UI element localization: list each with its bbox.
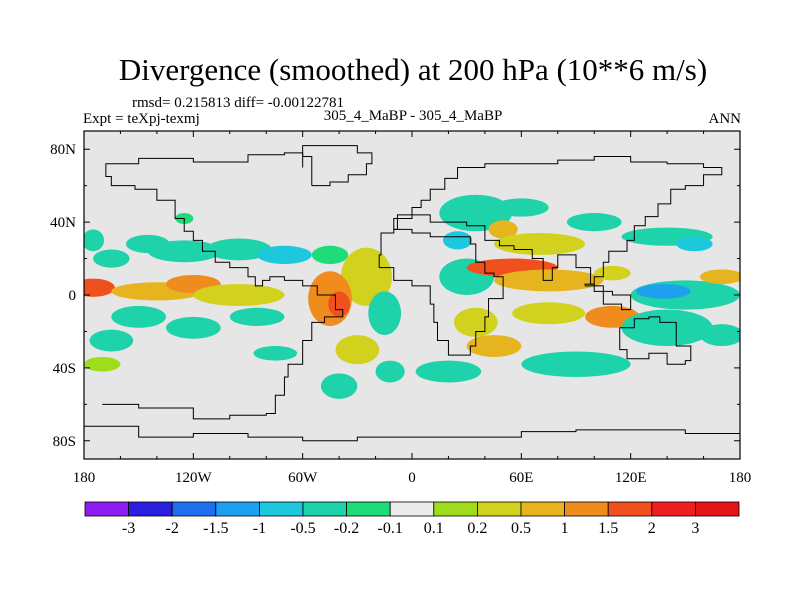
coastline-4 (619, 316, 692, 365)
coastlines (84, 145, 740, 442)
colorbar-label-10: 1 (561, 520, 569, 537)
colorbar-swatch-14 (695, 501, 740, 517)
divergence-region-4 (93, 249, 130, 268)
colorbar-label-1: -2 (166, 520, 179, 537)
x-tick-label-6: 180 (729, 470, 752, 486)
divergence-region-32 (493, 198, 549, 217)
x-tick-label-2: 60W (288, 470, 318, 486)
divergence-region-45 (415, 360, 482, 383)
colorbar-swatch-11 (564, 501, 609, 517)
colorbar-label-2: -1.5 (203, 520, 228, 537)
colorbar-label-7: 0.1 (424, 520, 444, 537)
colorbar-label-9: 0.5 (511, 520, 531, 537)
coastline-5 (302, 145, 373, 187)
divergence-region-40 (453, 307, 498, 337)
divergence-region-47 (466, 335, 522, 357)
y-tick-label-2: 0 (69, 288, 77, 304)
colorbar-label-11: 1.5 (598, 520, 618, 537)
colorbar-swatch-5 (302, 501, 347, 517)
coastline-2 (378, 228, 504, 356)
colorbar-label-6: -0.1 (378, 520, 403, 537)
divergence-region-15 (89, 329, 134, 352)
coastline-0 (102, 152, 344, 420)
divergence-region-16 (253, 346, 298, 361)
divergence-region-22 (335, 335, 380, 365)
colorbar-label-4: -0.5 (290, 520, 315, 537)
colorbar-label-3: -1 (253, 520, 266, 537)
chart-title: Divergence (smoothed) at 200 hPa (10**6 … (119, 52, 707, 87)
divergence-region-14 (229, 307, 285, 326)
experiment-label: Expt = teXpj-texmj (83, 111, 200, 127)
colorbar-swatch-1 (128, 501, 173, 517)
divergence-region-37 (636, 284, 691, 299)
divergence-region-39 (594, 265, 631, 281)
y-tick-label-3: 40S (53, 361, 76, 377)
contour-fills (84, 194, 740, 399)
divergence-region-27 (442, 231, 473, 250)
divergence-region-13 (166, 316, 221, 339)
colorbar-label-5: -0.2 (334, 520, 359, 537)
divergence-region-11 (84, 229, 105, 252)
divergence-region-35 (676, 236, 713, 252)
colorbar-swatch-4 (258, 501, 304, 517)
y-tick-label-0: 80N (50, 142, 76, 158)
x-tick-label-0: 180 (73, 470, 96, 486)
divergence-region-20 (328, 291, 351, 317)
x-tick-label-5: 120E (615, 470, 647, 486)
x-tick-label-4: 60E (509, 470, 533, 486)
y-tick-label-1: 40N (50, 215, 76, 231)
divergence-region-3 (193, 284, 285, 306)
colorbar-swatch-7 (389, 501, 435, 517)
case-label: 305_4_MaBP - 305_4_MaBP (324, 108, 503, 124)
coastline-1 (84, 425, 740, 442)
stats-label: rmsd= 0.215813 diff= -0.00122781 (132, 95, 344, 111)
divergence-region-7 (206, 238, 272, 261)
colorbar-swatch-13 (651, 501, 696, 517)
colorbar-label-12: 2 (648, 520, 656, 537)
divergence-region-9 (311, 245, 349, 265)
colorbar-label-8: 0.2 (467, 520, 487, 537)
season-label: ANN (709, 111, 742, 127)
divergence-region-24 (375, 360, 405, 383)
y-tick-label-4: 80S (53, 434, 76, 450)
divergence-region-26 (488, 220, 518, 239)
divergence-region-6 (125, 234, 170, 254)
coastline-3 (393, 156, 723, 285)
divergence-region-38 (699, 269, 740, 285)
colorbar-swatch-12 (607, 501, 653, 517)
divergence-region-12 (111, 305, 166, 328)
x-axis: 180 120W 60W 0 60E 120E 180 (73, 131, 752, 486)
divergence-region-17 (84, 356, 121, 372)
colorbar: -3 -2 -1.5 -1 -0.5 -0.2 -0.1 0.1 0.2 0.5 1 1.5 2 3 (84, 501, 740, 537)
divergence-region-33 (566, 213, 622, 232)
divergence-region-31 (494, 233, 586, 255)
y-axis: 80N 40N 0 40S 80S (50, 142, 740, 450)
colorbar-swatch-2 (171, 501, 217, 517)
colorbar-label-0: -3 (122, 520, 135, 537)
divergence-region-23 (320, 373, 358, 399)
colorbar-label-13: 3 (691, 520, 699, 537)
divergence-region-0 (84, 278, 115, 297)
colorbar-swatch-9 (476, 501, 522, 517)
x-tick-label-3: 0 (408, 470, 416, 486)
colorbar-swatch-8 (433, 501, 478, 517)
coastline-6 (584, 283, 632, 311)
colorbar-swatch-10 (520, 501, 565, 517)
colorbar-swatch-3 (215, 501, 260, 517)
colorbar-swatch-0 (84, 501, 129, 517)
divergence-region-21 (368, 291, 402, 336)
colorbar-swatch-6 (346, 501, 391, 517)
divergence-region-41 (512, 302, 586, 325)
divergence-region-8 (257, 245, 312, 265)
divergence-region-43 (621, 309, 713, 347)
x-tick-label-1: 120W (175, 470, 213, 486)
divergence-region-44 (699, 324, 740, 347)
divergence-region-46 (521, 351, 631, 377)
